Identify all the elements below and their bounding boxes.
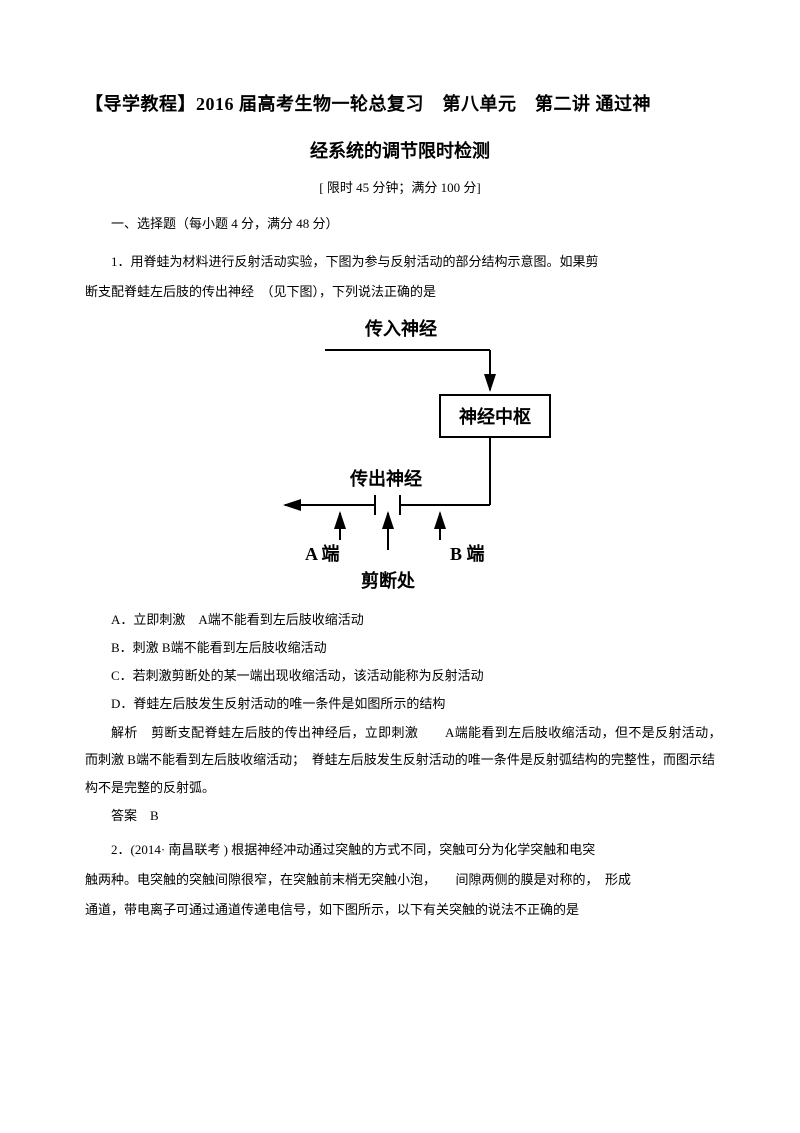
option-b: B．刺激 B端不能看到左后肢收缩活动: [85, 635, 715, 661]
analysis-text: 解析 剪断支配脊蛙左后肢的传出神经后，立即刺激 A端能看到左后肢收缩活动，但不是…: [85, 719, 715, 801]
reflex-arc-diagram: 传入神经 神经中枢 传出神经 A 端: [85, 315, 715, 595]
diagram-svg: 传入神经 神经中枢 传出神经 A 端: [235, 315, 565, 595]
title-line-1: 【导学教程】2016 届高考生物一轮总复习 第八单元 第二讲 通过神: [85, 90, 715, 119]
time-score-subtitle: [ 限时 45 分钟；满分 100 分]: [85, 177, 715, 196]
nerve-center-label: 神经中枢: [459, 406, 531, 427]
option-a: A．立即刺激 A端不能看到左后肢收缩活动: [85, 607, 715, 633]
document-page: 【导学教程】2016 届高考生物一轮总复习 第八单元 第二讲 通过神 经系统的调…: [0, 0, 800, 987]
efferent-nerve-label: 传出神经: [349, 468, 422, 489]
answer-text: 答案 B: [85, 803, 715, 829]
option-d: D．脊蛙左后肢发生反射活动的唯一条件是如图所示的结构: [85, 691, 715, 717]
question-2-line-2: 触两种。电突触的突触间隙很窄，在突触前末梢无突触小泡， 间隙两侧的膜是对称的， …: [85, 867, 715, 893]
cut-label: 剪断处: [361, 570, 416, 591]
a-end-label: A 端: [305, 544, 340, 564]
b-end-label: B 端: [450, 544, 485, 564]
question-1-line-2: 断支配脊蛙左后肢的传出神经 （见下图），下列说法正确的是: [85, 279, 715, 305]
question-1-line-1: 1．用脊蛙为材料进行反射活动实验，下图为参与反射活动的部分结构示意图。如果剪: [85, 249, 715, 275]
section-heading: 一、选择题（每小题 4 分，满分 48 分）: [85, 212, 715, 235]
title-line-2: 经系统的调节限时检测: [85, 137, 715, 163]
question-2-line-1: 2．(2014· 南昌联考 ) 根据神经冲动通过突触的方式不同，突触可分为化学突…: [85, 837, 715, 863]
question-2-line-3: 通道，带电离子可通过通道传递电信号，如下图所示，以下有关突触的说法不正确的是: [85, 897, 715, 923]
option-c: C．若刺激剪断处的某一端出现收缩活动，该活动能称为反射活动: [85, 663, 715, 689]
afferent-nerve-label: 传入神经: [364, 318, 437, 339]
